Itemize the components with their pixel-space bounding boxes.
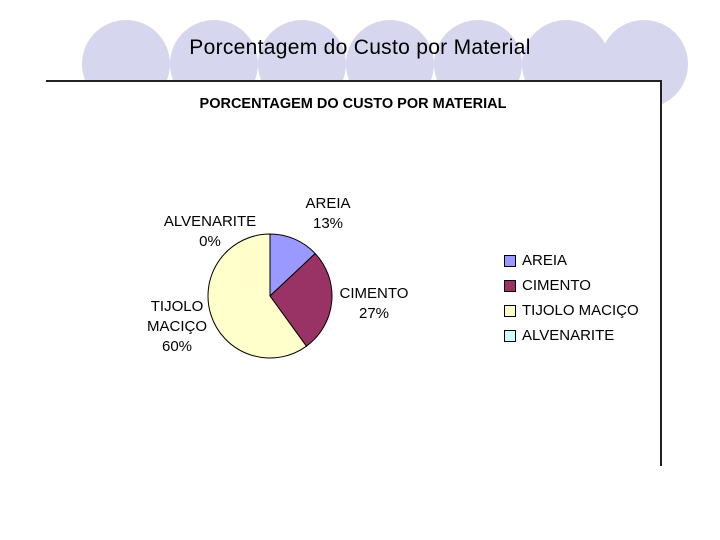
- title-divider: [46, 80, 662, 82]
- pie-label-cimento: CIMENTO 27%: [324, 284, 424, 324]
- pie-slice-cimento: [269, 252, 333, 347]
- legend-label: AREIA: [522, 252, 568, 269]
- chart-area: PORCENTAGEM DO CUSTO POR MATERIAL AREIA 1…: [48, 82, 662, 466]
- pie-label-line: 0%: [199, 233, 221, 250]
- legend-item-tijolo-macico: TIJOLO MACIÇO: [504, 298, 639, 323]
- pie-label-line: TIJOLO: [150, 298, 204, 315]
- legend-swatch: [504, 254, 516, 267]
- pie-label-alvenarite: ALVENARITE 0%: [146, 212, 274, 252]
- pie-label-line: CIMENTO: [339, 285, 409, 302]
- legend-swatch: [504, 304, 516, 317]
- pie-label-areia: AREIA 13%: [284, 194, 372, 234]
- chart-title: PORCENTAGEM DO CUSTO POR MATERIAL: [199, 96, 507, 112]
- chart-legend: AREIA CIMENTO TIJOLO MACIÇO ALVENARITE: [504, 248, 639, 348]
- slide-title: Porcentagem do Custo por Material: [189, 36, 531, 59]
- pie-slice-tijolo-macico: [207, 233, 308, 359]
- legend-label: CIMENTO: [522, 277, 591, 294]
- pie-label-tijolo-macico: TIJOLO MACIÇO 60%: [128, 297, 226, 357]
- pie-label-line: MACIÇO: [147, 318, 207, 335]
- legend-swatch: [504, 329, 516, 342]
- pie-label-line: AREIA: [305, 195, 351, 212]
- legend-item-alvenarite: ALVENARITE: [504, 323, 639, 348]
- pie-label-line: 60%: [161, 338, 193, 355]
- pie-label-line: ALVENARITE: [163, 213, 257, 230]
- legend-label: TIJOLO MACIÇO: [522, 302, 639, 319]
- pie-label-line: 13%: [312, 215, 344, 232]
- legend-swatch: [504, 279, 516, 292]
- legend-item-cimento: CIMENTO: [504, 273, 639, 298]
- pie-label-line: 27%: [358, 305, 390, 322]
- legend-label: ALVENARITE: [522, 327, 615, 344]
- pie-chart: [207, 233, 333, 359]
- legend-item-areia: AREIA: [504, 248, 639, 273]
